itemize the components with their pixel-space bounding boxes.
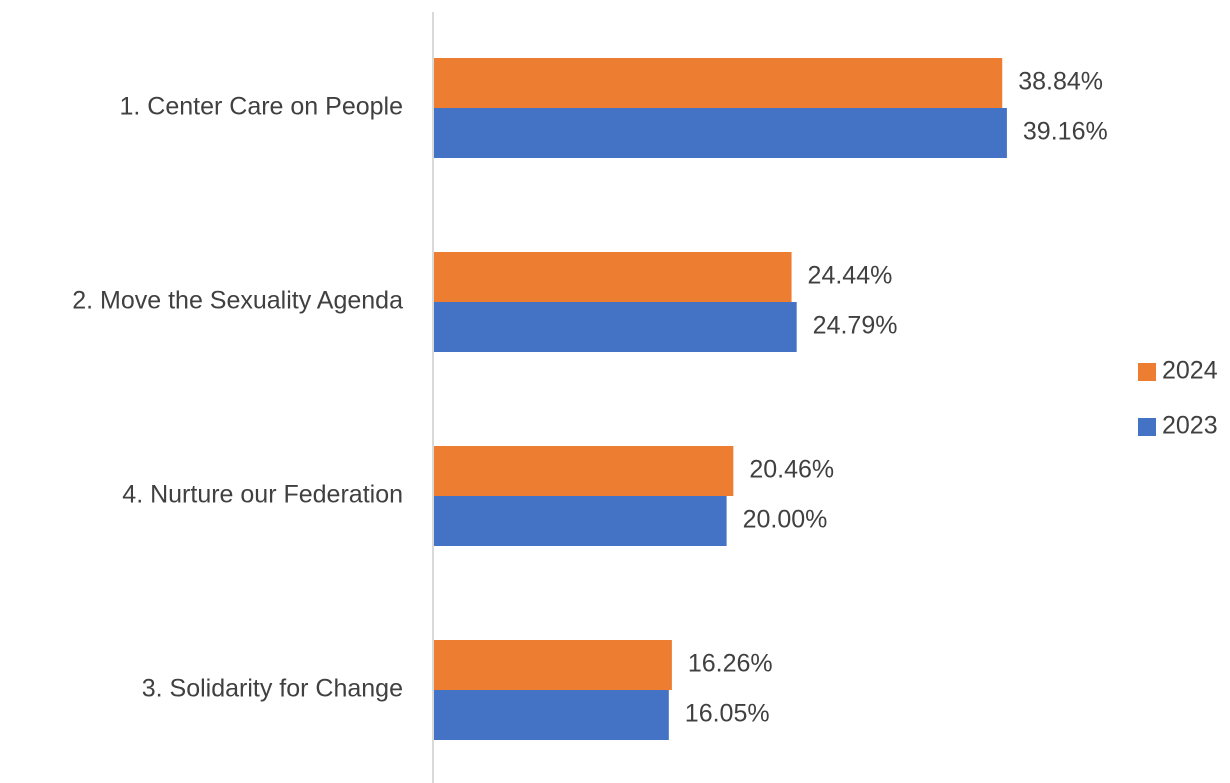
data-label: 24.79% — [813, 312, 898, 340]
bar — [434, 496, 727, 546]
y-tick-label: 2. Move the Sexuality Agenda — [72, 287, 403, 315]
bar — [434, 108, 1007, 158]
y-tick-label: 1. Center Care on People — [119, 93, 403, 121]
legend-label: 2023 — [1162, 412, 1218, 440]
bar — [434, 690, 669, 740]
bar — [434, 252, 792, 302]
data-label: 20.46% — [749, 456, 834, 484]
legend-label: 2024 — [1162, 357, 1218, 385]
data-label: 16.05% — [685, 700, 770, 728]
bar — [434, 302, 797, 352]
data-label: 20.00% — [743, 506, 828, 534]
bar — [434, 446, 734, 496]
data-label: 38.84% — [1018, 68, 1103, 96]
legend-swatch — [1138, 418, 1156, 436]
data-label: 24.44% — [808, 262, 893, 290]
y-tick-label: 3. Solidarity for Change — [142, 675, 403, 703]
y-tick-label: 4. Nurture our Federation — [122, 481, 403, 509]
data-label: 16.26% — [688, 650, 773, 678]
bar — [434, 58, 1003, 108]
data-label: 39.16% — [1023, 118, 1108, 146]
bar — [434, 640, 672, 690]
legend-swatch — [1138, 363, 1156, 381]
